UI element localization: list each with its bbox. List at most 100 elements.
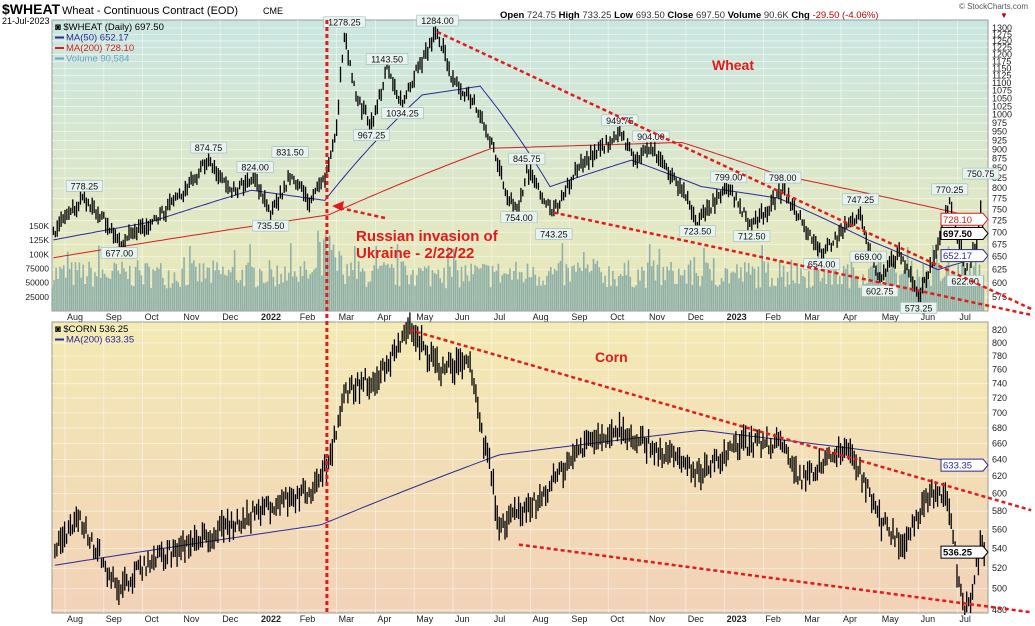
peak-label: 845.75 <box>513 154 541 164</box>
peak-label: 573.25 <box>905 303 933 313</box>
peak-label-box <box>962 167 1000 180</box>
peak-label-box <box>100 247 138 259</box>
y-tick-label: 560 <box>992 524 1007 534</box>
y-tick-label: 740 <box>992 379 1007 389</box>
price-tag <box>940 249 989 263</box>
ma50-line <box>53 85 985 271</box>
legend-entry: MA(200) 728.10 <box>66 43 134 54</box>
y-tick-label: 1150 <box>992 63 1011 73</box>
y-tick-label: 1025 <box>992 101 1012 111</box>
x-tick-label: Mar <box>339 614 355 624</box>
x-tick-label: Oct <box>145 614 160 624</box>
x-tick-label: Jul <box>959 614 971 624</box>
peak-label-box <box>236 161 274 173</box>
peak-label-box <box>849 250 887 263</box>
y-tick-label: 820 <box>992 325 1007 335</box>
corn-title: Corn <box>595 349 628 365</box>
x-tick-label: Dec <box>688 614 705 624</box>
y-tick-label: 900 <box>992 144 1007 154</box>
y-tick-label: 520 <box>992 563 1007 573</box>
price-tag-label: 633.35 <box>943 461 972 472</box>
trendline <box>553 211 1032 317</box>
peak-label: 750.75 <box>967 169 995 179</box>
y-tick-label: 700 <box>992 408 1007 418</box>
y-tick-label: 725 <box>992 216 1007 226</box>
y-tick-label: 660 <box>992 439 1007 449</box>
peak-label-box <box>709 171 747 183</box>
x-tick-label: Mar <box>804 614 820 624</box>
peak-label: 904.00 <box>637 132 665 142</box>
x-tick-label: Jul <box>959 312 971 322</box>
invasion-label-line1: Russian invasion of <box>356 228 499 245</box>
y-tick-label: 620 <box>992 471 1007 481</box>
peak-label-box <box>764 171 802 184</box>
y-tick-label: 950 <box>992 127 1007 137</box>
instrument-name: Wheat - Continuous Contract (EOD) <box>62 5 238 17</box>
peak-label: 949.75 <box>606 116 634 126</box>
x-tick-label: Oct <box>145 312 160 322</box>
x-tick-label: Sep <box>571 614 587 624</box>
x-tick-label: Nov <box>183 312 200 322</box>
ohlc-value: -29.50 (-4.06%) <box>812 10 878 21</box>
y-tick-label: 925 <box>992 135 1007 145</box>
y-tick-label: 780 <box>992 351 1007 361</box>
y-tick-label: 775 <box>992 194 1007 204</box>
ohlc-key: High <box>559 10 583 21</box>
y-tick-label: 650 <box>992 252 1007 262</box>
peak-label-box <box>861 285 899 297</box>
price-tag <box>940 226 989 240</box>
peak-label-box <box>841 193 879 206</box>
ohlc-summary: Open 724.75 High 733.25 Low 693.50 Close… <box>500 10 878 21</box>
x-tick-label: Apr <box>377 614 391 624</box>
x-tick-label: Aug <box>533 312 549 322</box>
y-tick-label: 850 <box>992 163 1007 173</box>
volume-tick-label: 50000 <box>25 278 49 288</box>
x-tick-label: Nov <box>649 614 666 624</box>
wheat-price-bars <box>52 23 984 304</box>
peak-label-box <box>65 180 103 192</box>
price-tag-label: 652.17 <box>943 251 972 262</box>
x-tick-label: Apr <box>843 312 857 322</box>
y-tick-label: 600 <box>992 278 1007 288</box>
x-tick-label: Jun <box>921 312 936 322</box>
peak-label: 874.75 <box>195 143 223 153</box>
x-tick-label: 2023 <box>727 614 747 624</box>
peak-label: 770.25 <box>936 185 964 195</box>
peak-label: 723.50 <box>684 227 712 237</box>
x-tick-label: Oct <box>610 312 625 322</box>
y-tick-label: 1225 <box>992 43 1012 53</box>
peak-label-box <box>931 183 969 196</box>
peak-label-box <box>381 107 424 119</box>
ohlc-key: Close <box>667 10 696 21</box>
credit: © StockCharts.com <box>959 2 1028 11</box>
x-tick-label: Sep <box>571 312 587 322</box>
price-tag-label: 697.50 <box>943 229 972 240</box>
y-tick-label: 480 <box>992 605 1007 615</box>
x-tick-label: 2023 <box>727 312 747 322</box>
y-tick-label: 1300 <box>992 23 1012 33</box>
x-tick-label: Dec <box>222 614 239 624</box>
peak-label-box <box>508 152 546 165</box>
peak-label: 754.00 <box>505 213 533 223</box>
ohlc-key: Chg <box>791 10 812 21</box>
y-tick-label: 680 <box>992 423 1007 433</box>
peak-label: 654.00 <box>808 260 836 270</box>
y-tick-label: 675 <box>992 239 1007 249</box>
ohlc-value: 693.50 <box>636 10 668 21</box>
x-tick-label: Mar <box>339 312 355 322</box>
peak-label: 743.25 <box>540 230 568 240</box>
peak-label-box <box>271 146 309 158</box>
corn-panel: 820 800 780 760 740 720 700 680 660 640 620 600 580 5… <box>51 312 1007 624</box>
exchange: CME <box>263 6 283 16</box>
legend-entry: ◙ $WHEAT (Daily) 697.50 <box>55 22 164 33</box>
peak-label-box <box>252 219 290 232</box>
x-tick-label: Dec <box>222 312 239 322</box>
y-tick-label: 580 <box>992 506 1007 516</box>
x-tick-label: 2022 <box>261 614 281 624</box>
ohlc-value: 90.6K <box>764 10 791 21</box>
legend-entry: ◙ $CORN 536.25 <box>55 324 128 335</box>
y-tick-label: 1100 <box>992 78 1011 88</box>
peak-label: 602.75 <box>866 287 894 297</box>
ohlc-key: Volume <box>728 10 764 21</box>
trendline <box>518 543 1032 614</box>
